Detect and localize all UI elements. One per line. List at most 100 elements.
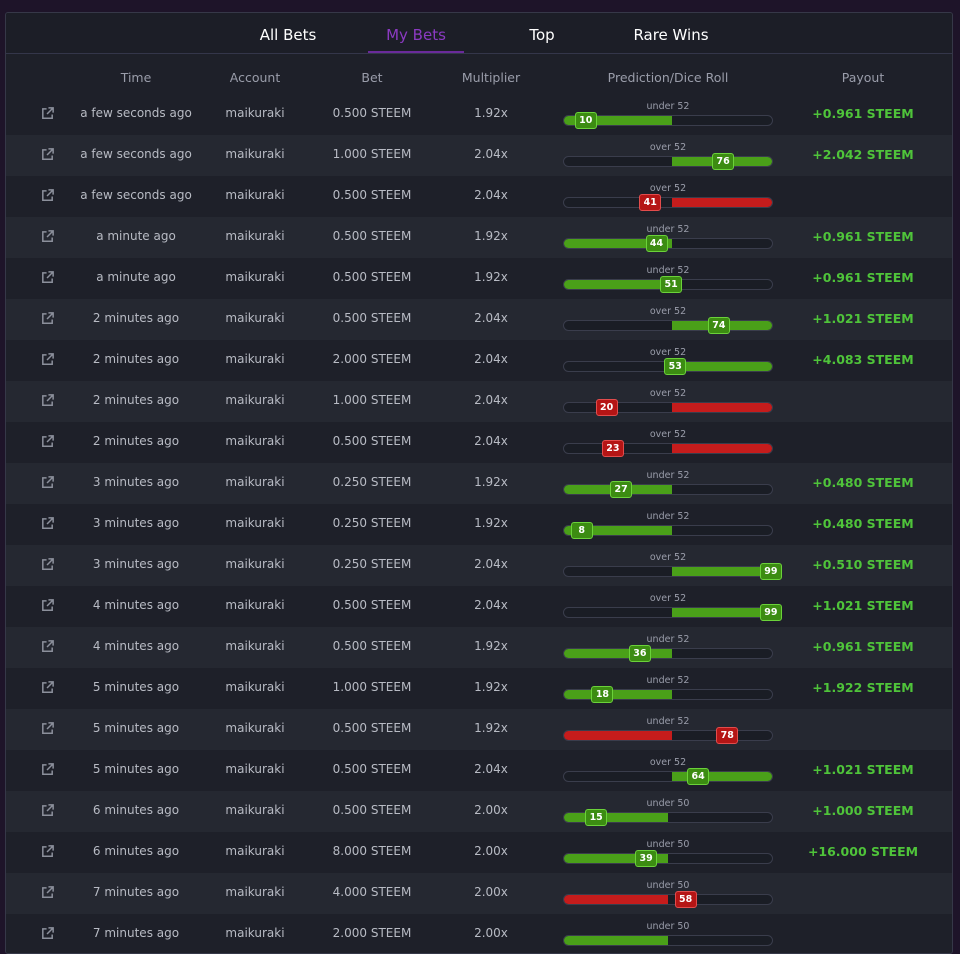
bet-payout: +0.480 STEEM: [812, 475, 914, 490]
external-link-icon[interactable]: [40, 557, 55, 572]
column-header-prediction: Prediction/Dice Roll: [607, 70, 729, 85]
table-row: 7 minutes ago maikuraki 2.000 STEEM 2.00x un…: [6, 914, 952, 953]
external-link-icon[interactable]: [40, 844, 55, 859]
prediction-label: under 52: [646, 675, 690, 686]
bet-multiplier: 2.04x: [474, 352, 508, 366]
bet-time: 4 minutes ago: [92, 639, 180, 653]
table-row: 2 minutes ago maikuraki 2.000 STEEM 2.04x +4…: [6, 340, 952, 381]
bet-time: a few seconds ago: [80, 188, 192, 202]
bet-amount: 2.000 STEEM: [332, 352, 412, 366]
bet-time: a minute ago: [96, 229, 176, 243]
bet-amount: 0.500 STEEM: [332, 270, 412, 284]
table-row: 3 minutes ago maikuraki 0.250 STEEM 1.92x +0…: [6, 463, 952, 504]
external-link-icon[interactable]: [40, 516, 55, 531]
column-header-time: Time: [120, 70, 152, 85]
external-link-icon[interactable]: [40, 475, 55, 490]
prediction-label: under 52: [646, 511, 690, 522]
bet-payout: [793, 422, 933, 463]
external-link-icon[interactable]: [40, 147, 55, 162]
dice-roll-marker: 23: [601, 440, 624, 457]
tab-rare-wins[interactable]: Rare Wins: [633, 26, 709, 44]
external-link-icon[interactable]: [40, 762, 55, 777]
bet-multiplier: 2.04x: [474, 434, 508, 448]
prediction-label: over 52: [649, 306, 687, 317]
table-row: a few seconds ago maikuraki 0.500 STEEM 2.0…: [6, 176, 952, 217]
external-link-icon[interactable]: [40, 393, 55, 408]
bet-time: a minute ago: [96, 270, 176, 284]
bet-account: maikuraki: [225, 598, 285, 612]
bet-multiplier: 1.92x: [474, 639, 508, 653]
dice-roll-track: [563, 566, 773, 577]
prediction-label: under 52: [646, 634, 690, 645]
bet-multiplier: 1.92x: [474, 475, 508, 489]
bet-multiplier: 1.92x: [474, 270, 508, 284]
column-header-payout: Payout: [841, 70, 885, 85]
table-row: 2 minutes ago maikuraki 0.500 STEEM 2.04x ov…: [6, 422, 952, 463]
external-link-icon[interactable]: [40, 311, 55, 326]
dice-roll-track: [563, 484, 773, 495]
prediction-range-fill: [564, 116, 673, 125]
bet-time: 3 minutes ago: [92, 516, 180, 530]
table-row: 3 minutes ago maikuraki 0.250 STEEM 2.04x +0…: [6, 545, 952, 586]
prediction-range-fill: [672, 567, 772, 576]
bet-amount: 0.500 STEEM: [332, 598, 412, 612]
external-link-icon[interactable]: [40, 721, 55, 736]
dice-roll-track: [563, 689, 773, 700]
prediction-label: over 52: [649, 347, 687, 358]
bet-account: maikuraki: [225, 844, 285, 858]
bet-time: 2 minutes ago: [92, 434, 180, 448]
bet-account: maikuraki: [225, 147, 285, 161]
external-link-icon[interactable]: [40, 885, 55, 900]
bet-payout: +4.083 STEEM: [812, 352, 914, 367]
dice-roll-track: [563, 115, 773, 126]
dice-roll-track: [563, 771, 773, 782]
bet-multiplier: 2.00x: [474, 844, 508, 858]
external-link-icon[interactable]: [40, 926, 55, 941]
prediction-label: under 52: [646, 224, 690, 235]
tab-all-bets[interactable]: All Bets: [259, 26, 317, 44]
prediction-range-fill: [564, 854, 668, 863]
external-link-icon[interactable]: [40, 352, 55, 367]
prediction-label: over 52: [649, 388, 687, 399]
bets-panel: All Bets My Bets Top Winners Rare Wins T…: [5, 12, 953, 954]
external-link-icon[interactable]: [40, 229, 55, 244]
bet-amount: 2.000 STEEM: [332, 926, 412, 940]
bet-time: 6 minutes ago: [92, 803, 180, 817]
external-link-icon[interactable]: [40, 680, 55, 695]
bet-multiplier: 2.04x: [474, 311, 508, 325]
bet-account: maikuraki: [225, 639, 285, 653]
prediction-range-fill: [564, 690, 673, 699]
external-link-icon[interactable]: [40, 106, 55, 121]
dice-roll-marker: 44: [645, 235, 668, 252]
bet-amount: 0.500 STEEM: [332, 229, 412, 243]
bet-account: maikuraki: [225, 926, 285, 940]
prediction-label: under 50: [646, 798, 690, 809]
dice-roll-marker: 76: [712, 153, 735, 170]
external-link-icon[interactable]: [40, 188, 55, 203]
table-row: 4 minutes ago maikuraki 0.500 STEEM 1.92x +0…: [6, 627, 952, 668]
external-link-icon[interactable]: [40, 434, 55, 449]
bet-multiplier: 2.00x: [474, 885, 508, 899]
bet-time: 5 minutes ago: [92, 680, 180, 694]
external-link-icon[interactable]: [40, 639, 55, 654]
dice-roll-track: [563, 238, 773, 249]
table-row: a few seconds ago maikuraki 1.000 STEEM 2.0…: [6, 135, 952, 176]
bet-amount: 0.250 STEEM: [332, 557, 412, 571]
external-link-icon[interactable]: [40, 270, 55, 285]
bet-payout: +2.042 STEEM: [812, 147, 914, 162]
external-link-icon[interactable]: [40, 598, 55, 613]
prediction-label: under 52: [646, 470, 690, 481]
dice-roll-marker: 15: [585, 809, 608, 826]
prediction-range-fill: [564, 526, 673, 535]
dice-roll-track: [563, 853, 773, 864]
prediction-range-fill: [672, 403, 772, 412]
bet-amount: 1.000 STEEM: [332, 147, 412, 161]
bet-multiplier: 2.04x: [474, 598, 508, 612]
external-link-icon[interactable]: [40, 803, 55, 818]
tab-top-winners[interactable]: Top Winners: [512, 26, 573, 88]
tab-my-bets[interactable]: My Bets: [368, 13, 464, 53]
bet-multiplier: 2.04x: [474, 762, 508, 776]
prediction-label: under 52: [646, 265, 690, 276]
bet-payout: [793, 176, 933, 217]
bet-amount: 0.500 STEEM: [332, 434, 412, 448]
